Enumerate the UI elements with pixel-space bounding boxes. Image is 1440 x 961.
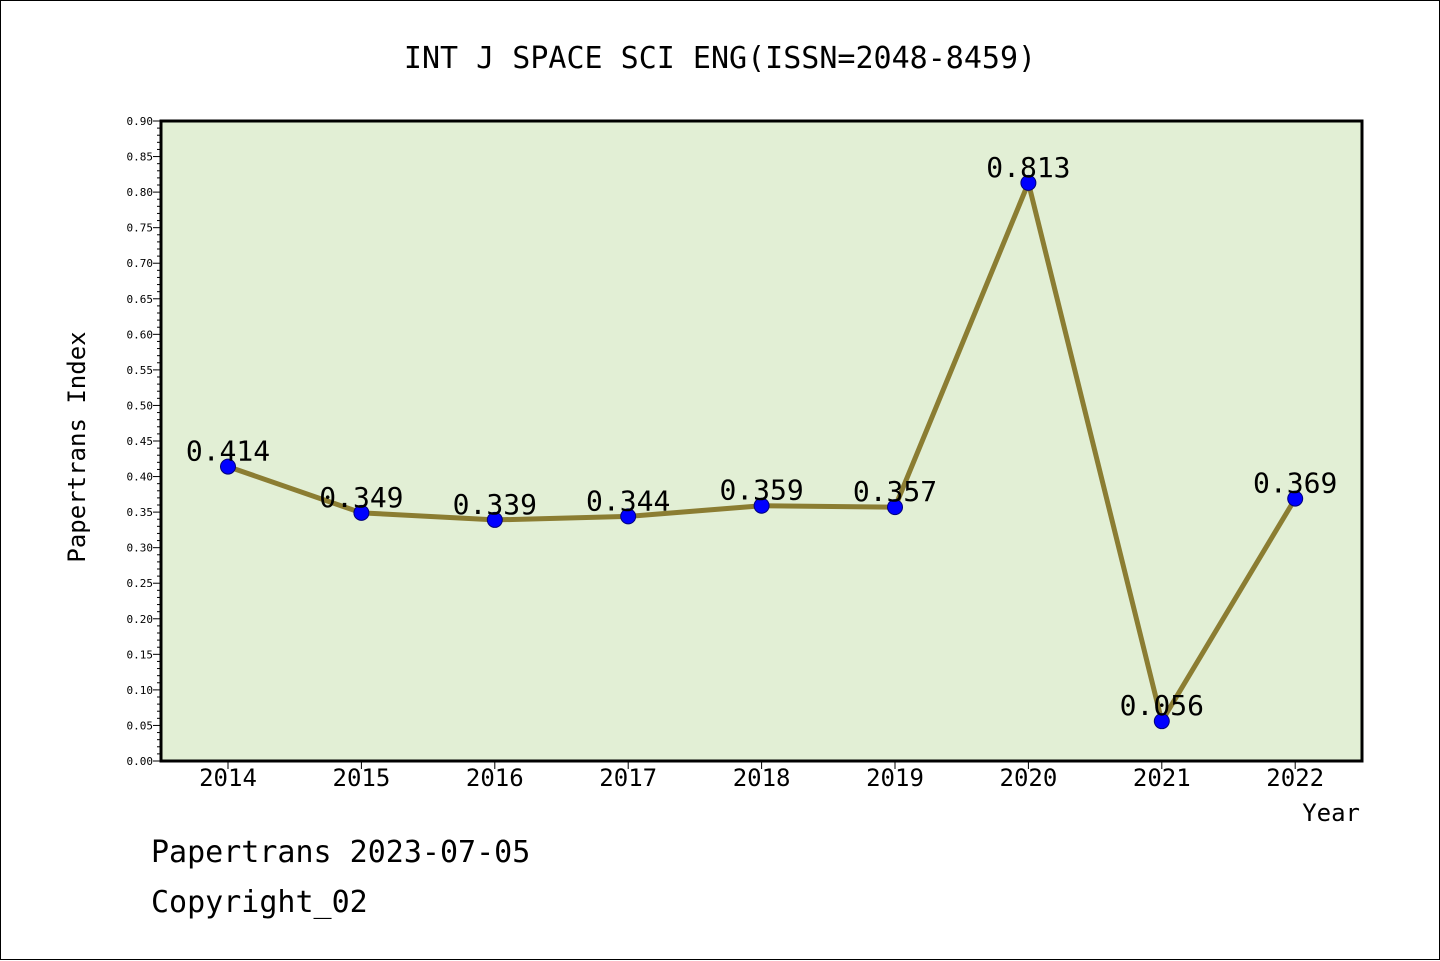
plot-area	[159, 119, 1364, 763]
y-tick-label: 0.75	[127, 222, 154, 235]
x-tick-label: 2021	[1133, 764, 1191, 792]
data-label: 0.056	[1120, 689, 1204, 722]
data-label: 0.344	[586, 484, 670, 517]
y-tick-label: 0.80	[127, 186, 154, 199]
x-tick-label: 2022	[1266, 764, 1324, 792]
chart-title: INT J SPACE SCI ENG(ISSN=2048-8459)	[404, 41, 1036, 76]
y-axis-label: Papertrans Index	[63, 331, 91, 562]
x-axis-ticks: 2014 2015 2016 2017 2018 2019 2020 2021 2022	[199, 761, 1324, 792]
y-tick-label: 0.05	[127, 719, 154, 732]
y-tick-label: 0.35	[127, 506, 154, 519]
x-tick-label: 2016	[466, 764, 524, 792]
x-tick-label: 2017	[599, 764, 657, 792]
data-point	[1153, 713, 1170, 730]
y-axis-ticks: 0.00 0.05 0.10 0.15 0.20 0.25 0.30 0.35 0.40 0.45…	[127, 115, 161, 768]
data-point	[887, 499, 903, 516]
y-tick-label: 0.90	[127, 115, 154, 128]
y-tick-label: 0.10	[127, 684, 154, 697]
data-label: 0.369	[1253, 467, 1337, 500]
data-label: 0.813	[986, 151, 1070, 184]
y-tick-label: 0.25	[127, 577, 154, 590]
x-axis-label: Year	[1302, 799, 1360, 827]
data-point	[753, 497, 770, 514]
y-tick-label: 0.55	[127, 364, 154, 377]
y-tick-label: 0.45	[127, 435, 154, 448]
data-label: 0.349	[319, 481, 403, 514]
y-tick-label: 0.15	[127, 648, 154, 661]
x-tick-label: 2019	[866, 764, 924, 792]
x-tick-label: 2015	[333, 764, 391, 792]
y-tick-label: 0.00	[127, 755, 154, 768]
y-tick-label: 0.70	[127, 257, 154, 270]
data-point	[1020, 174, 1037, 191]
y-tick-label: 0.40	[127, 471, 154, 484]
data-label: 0.357	[853, 475, 937, 508]
data-label: 0.359	[719, 474, 803, 507]
y-tick-label: 0.60	[127, 328, 154, 341]
x-tick-label: 2020	[1000, 764, 1058, 792]
data-label: 0.339	[453, 488, 537, 521]
y-tick-label: 0.65	[127, 293, 154, 306]
data-point	[353, 504, 370, 521]
y-minor-ticks	[157, 127, 161, 755]
y-tick-label: 0.20	[127, 613, 154, 626]
y-tick-label: 0.30	[127, 542, 154, 555]
data-point	[1287, 490, 1304, 507]
data-label: 0.414	[186, 435, 270, 468]
data-point	[220, 458, 236, 475]
footer-copyright: Copyright_02	[151, 885, 368, 920]
data-point	[486, 511, 503, 528]
y-tick-label: 0.85	[127, 151, 154, 164]
series-line-group: 0.414 0.349 0.339 0.344 0.359 0.357 0.813 0.056…	[186, 151, 1337, 730]
y-tick-label: 0.50	[127, 399, 154, 412]
x-tick-label: 2014	[199, 764, 257, 792]
footer-date: Papertrans 2023-07-05	[151, 835, 531, 870]
data-point	[620, 508, 637, 525]
x-tick-label: 2018	[733, 764, 791, 792]
